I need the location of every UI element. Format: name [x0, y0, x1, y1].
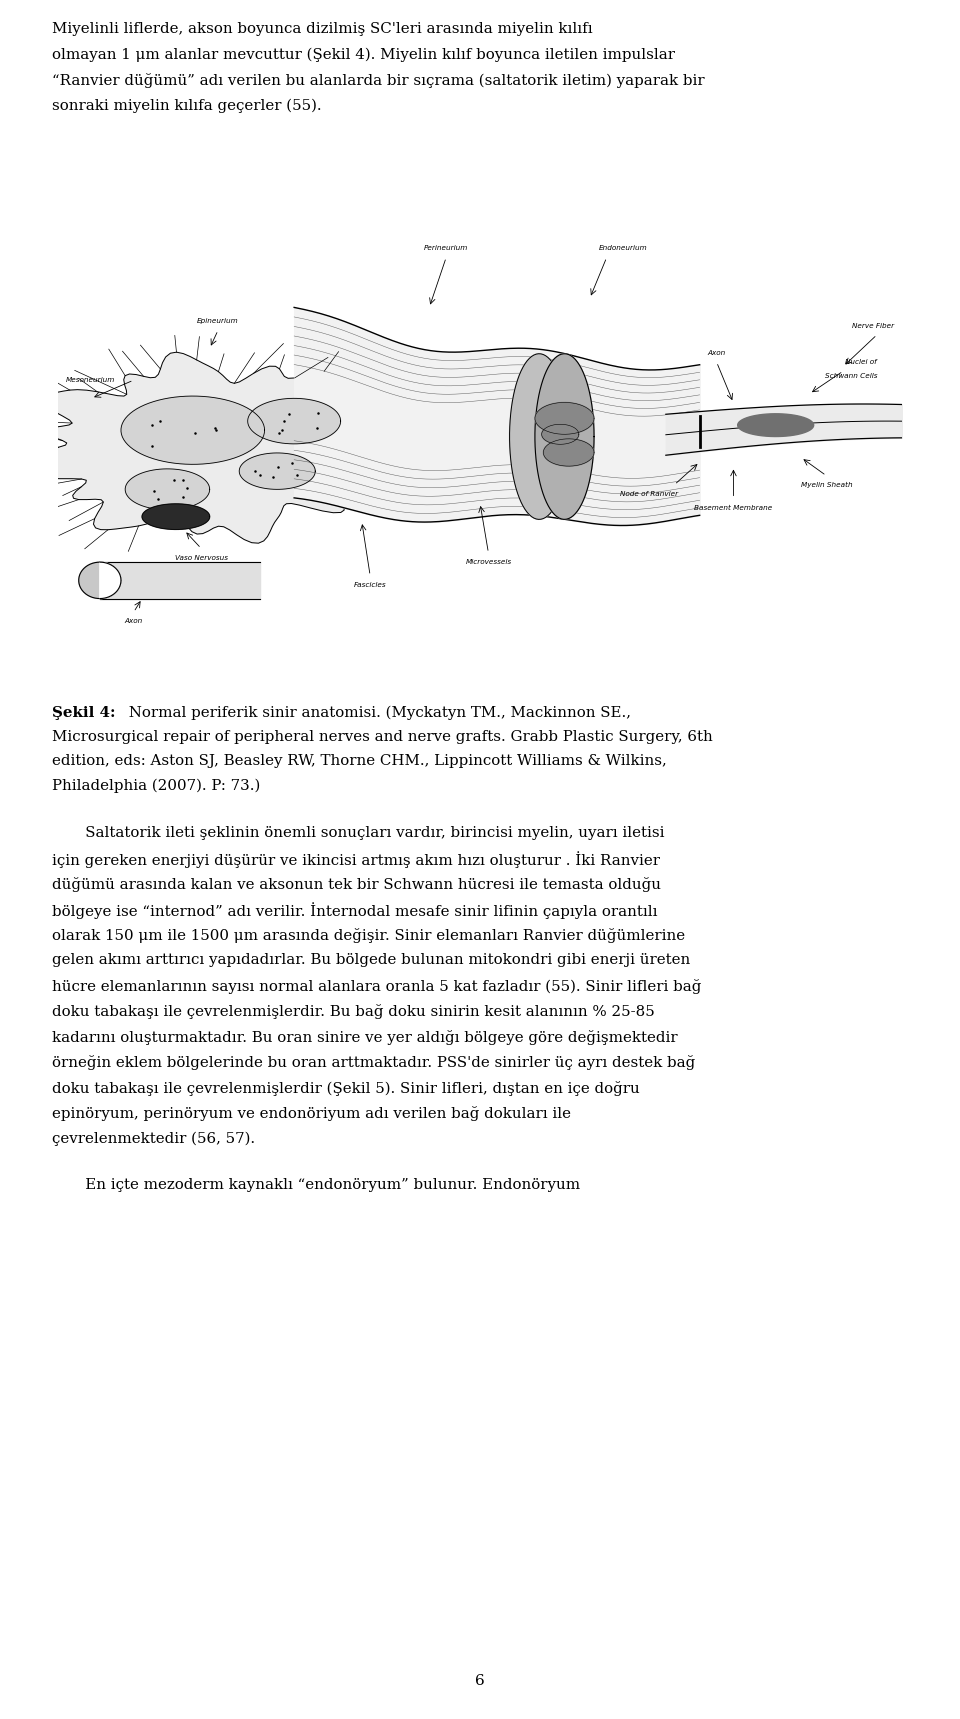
Text: olmayan 1 μm alanlar mevcuttur (Şekil 4). Miyelin kılıf boyunca iletilen impulsl: olmayan 1 μm alanlar mevcuttur (Şekil 4)… [52, 48, 675, 62]
Text: hücre elemanlarının sayısı normal alanlara oranla 5 kat fazladır (55). Sinir lif: hücre elemanlarının sayısı normal alanla… [52, 978, 702, 994]
Text: kadarını oluşturmaktadır. Bu oran sinire ve yer aldığı bölgeye göre değişmektedi: kadarını oluşturmaktadır. Bu oran sinire… [52, 1030, 678, 1045]
Text: edition, eds: Aston SJ, Beasley RW, Thorne CHM., Lippincott Williams & Wilkins,: edition, eds: Aston SJ, Beasley RW, Thor… [52, 755, 667, 768]
Text: epinöryum, perinöryum ve endonöriyum adı verilen bağ dokuları ile: epinöryum, perinöryum ve endonöriyum adı… [52, 1107, 571, 1121]
Text: gelen akımı arttırıcı yapıdadırlar. Bu bölgede bulunan mitokondri gibi enerji ür: gelen akımı arttırıcı yapıdadırlar. Bu b… [52, 954, 690, 968]
Text: örneğin eklem bölgelerinde bu oran arttmaktadır. PSS'de sinirler üç ayrı destek : örneğin eklem bölgelerinde bu oran arttm… [52, 1055, 695, 1071]
Text: çevrelenmektedir (56, 57).: çevrelenmektedir (56, 57). [52, 1131, 255, 1147]
Text: bölgeye ise “internod” adı verilir. İnternodal mesafe sinir lifinin çapıyla oran: bölgeye ise “internod” adı verilir. İnte… [52, 902, 658, 920]
Text: Saltatorik ileti şeklinin önemli sonuçları vardır, birincisi myelin, uyarı ileti: Saltatorik ileti şeklinin önemli sonuçla… [52, 825, 664, 841]
Text: doku tabakaşı ile çevrelenmişlerdir (Şekil 5). Sinir lifleri, dıştan en içe doğr: doku tabakaşı ile çevrelenmişlerdir (Şek… [52, 1081, 639, 1095]
Text: Microsurgical repair of peripheral nerves and nerve grafts. Grabb Plastic Surger: Microsurgical repair of peripheral nerve… [52, 731, 712, 744]
Text: Şekil 4:: Şekil 4: [52, 705, 115, 720]
Text: Miyelinli liflerde, akson boyunca dizilmiş SC'leri arasında miyelin kılıfı: Miyelinli liflerde, akson boyunca dizilm… [52, 22, 592, 36]
Text: Normal periferik sinir anatomisi. (Myckatyn TM., Mackinnon SE.,: Normal periferik sinir anatomisi. (Mycka… [124, 705, 631, 720]
Text: “Ranvier düğümü” adı verilen bu alanlarda bir sıçrama (saltatorik iletim) yapara: “Ranvier düğümü” adı verilen bu alanlard… [52, 72, 705, 88]
Text: düğümü arasında kalan ve aksonun tek bir Schwann hücresi ile temasta olduğu: düğümü arasında kalan ve aksonun tek bir… [52, 877, 661, 892]
Text: doku tabakaşı ile çevrelenmişlerdir. Bu bağ doku sinirin kesit alanının % 25-85: doku tabakaşı ile çevrelenmişlerdir. Bu … [52, 1004, 655, 1019]
Text: 6: 6 [475, 1674, 485, 1688]
Text: Philadelphia (2007). P: 73.): Philadelphia (2007). P: 73.) [52, 779, 260, 792]
Text: En içte mezoderm kaynaklı “endonöryum” bulunur. Endonöryum: En içte mezoderm kaynaklı “endonöryum” b… [52, 1178, 580, 1191]
Text: olarak 150 μm ile 1500 μm arasında değişir. Sinir elemanları Ranvier düğümlerine: olarak 150 μm ile 1500 μm arasında değiş… [52, 928, 685, 942]
Text: sonraki miyelin kılıfa geçerler (55).: sonraki miyelin kılıfa geçerler (55). [52, 98, 322, 113]
Text: için gereken enerjiyi düşürür ve ikincisi artmış akım hızı oluşturur . İki Ranvi: için gereken enerjiyi düşürür ve ikincis… [52, 851, 660, 868]
